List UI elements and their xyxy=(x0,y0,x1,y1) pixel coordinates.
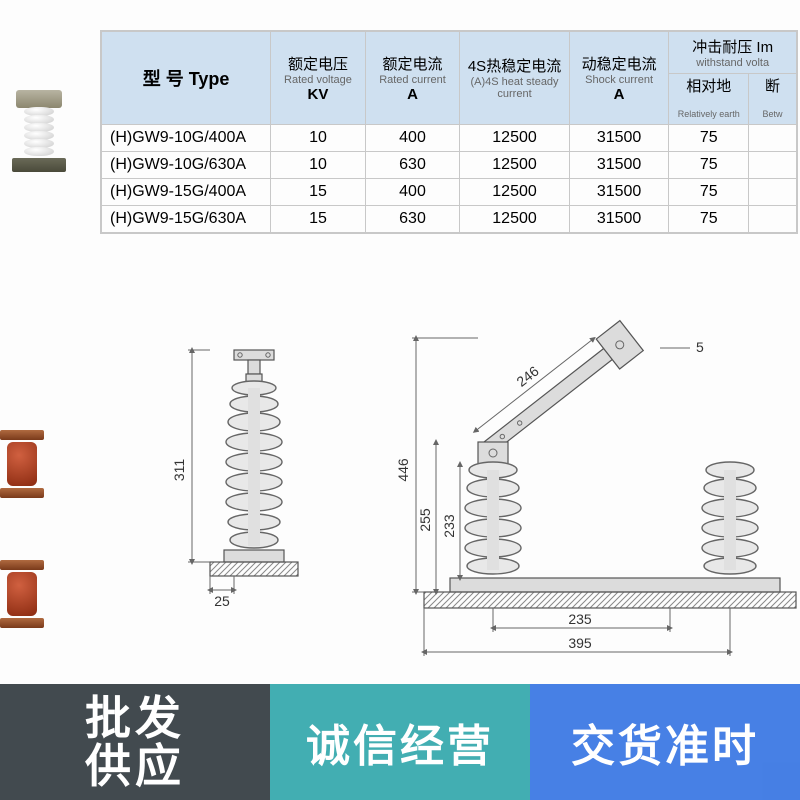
cell-heat: 12500 xyxy=(460,205,570,232)
spec-table-head: 型 号 Type 额定电压 Rated voltage KV 额定电流 Rate… xyxy=(102,32,797,125)
cell-a: 400 xyxy=(365,124,460,151)
cell-heat: 12500 xyxy=(460,151,570,178)
banner-wholesale: 批发 供应 xyxy=(0,684,270,800)
col-shock-cn: 动稳定电流 xyxy=(576,53,663,74)
col-a-unit: A xyxy=(372,86,454,103)
left-product-strip xyxy=(0,0,100,800)
cell-shock: 31500 xyxy=(569,178,669,205)
table-row: (H)GW9-15G/400A15400125003150075 xyxy=(102,178,797,205)
spec-table: 型 号 Type 额定电压 Rated voltage KV 额定电流 Rate… xyxy=(101,31,797,233)
cell-model: (H)GW9-15G/630A xyxy=(102,205,271,232)
cell-a: 400 xyxy=(365,178,460,205)
col-a: 额定电流 Rated current A xyxy=(365,32,460,125)
col-shock-unit: A xyxy=(576,86,663,103)
cell-bw xyxy=(749,124,797,151)
cell-bw xyxy=(749,205,797,232)
col-kv-cn: 额定电压 xyxy=(277,53,359,74)
cell-kv: 15 xyxy=(271,205,366,232)
col-shock: 动稳定电流 Shock current A xyxy=(569,32,669,125)
spec-table-container: 型 号 Type 额定电压 Rated voltage KV 额定电流 Rate… xyxy=(100,30,798,234)
col-impulse-en: withstand volta xyxy=(675,57,790,69)
col-heat: 4S热稳定电流 (A)4S heat steady current xyxy=(460,32,570,125)
drawing-left-insulator: 311 25 xyxy=(171,350,298,609)
col-rel-earth-en: Relatively earth xyxy=(675,109,742,120)
cell-a: 630 xyxy=(365,205,460,232)
table-row: (H)GW9-10G/400A10400125003150075 xyxy=(102,124,797,151)
spec-table-body: (H)GW9-10G/400A10400125003150075(H)GW9-1… xyxy=(102,124,797,232)
drawing-right-assembly: 246 5 xyxy=(395,321,796,656)
banner-honesty: 诚信经营 xyxy=(270,684,530,800)
col-shock-en: Shock current xyxy=(576,74,663,86)
product-photo-clamp-2 xyxy=(0,560,44,628)
dim-right-base-w2: 395 xyxy=(568,635,592,651)
banner-delivery: 交货准时 xyxy=(530,684,800,800)
col-heat-en: (A)4S heat steady current xyxy=(466,76,563,100)
technical-drawing: 311 25 246 5 xyxy=(130,310,798,690)
cell-model: (H)GW9-10G/630A xyxy=(102,151,271,178)
col-kv: 额定电压 Rated voltage KV xyxy=(271,32,366,125)
col-kv-en: Rated voltage xyxy=(277,74,359,86)
col-rel-earth: 相对地 Relatively earth xyxy=(669,74,749,125)
col-impulse-group: 冲击耐压 Im withstand volta xyxy=(669,32,797,74)
cell-re: 75 xyxy=(669,124,749,151)
dim-right-base-w1: 235 xyxy=(568,611,592,627)
cell-model: (H)GW9-15G/400A xyxy=(102,178,271,205)
cell-model: (H)GW9-10G/400A xyxy=(102,124,271,151)
cell-re: 75 xyxy=(669,178,749,205)
col-type-label: 型 号 Type xyxy=(108,65,264,91)
banner-wholesale-text: 批发 供应 xyxy=(85,694,185,791)
cell-heat: 12500 xyxy=(460,124,570,151)
cell-shock: 31500 xyxy=(569,151,669,178)
cell-bw xyxy=(749,151,797,178)
dim-right-arm: 246 xyxy=(513,363,541,390)
cell-kv: 10 xyxy=(271,151,366,178)
col-heat-cn: 4S热稳定电流 xyxy=(466,55,563,76)
col-between: 断 Betw xyxy=(749,74,797,125)
dim-right-arm-small: 5 xyxy=(696,339,704,355)
dim-right-total-h: 446 xyxy=(395,458,411,482)
cell-re: 75 xyxy=(669,151,749,178)
col-type: 型 号 Type xyxy=(102,32,271,125)
cell-kv: 15 xyxy=(271,178,366,205)
col-impulse-cn: 冲击耐压 Im xyxy=(675,36,790,57)
table-row: (H)GW9-10G/630A10630125003150075 xyxy=(102,151,797,178)
col-rel-earth-cn: 相对地 xyxy=(675,78,742,96)
cell-bw xyxy=(749,178,797,205)
cell-kv: 10 xyxy=(271,124,366,151)
dim-left-h: 311 xyxy=(171,459,187,482)
product-photo-insulator-top xyxy=(12,90,66,172)
cell-a: 630 xyxy=(365,151,460,178)
col-kv-unit: KV xyxy=(277,86,359,103)
banner-honesty-text: 诚信经营 xyxy=(306,710,494,774)
dim-left-base-w: 25 xyxy=(214,593,230,609)
banner-delivery-text: 交货准时 xyxy=(571,710,759,774)
cell-shock: 31500 xyxy=(569,124,669,151)
dim-right-insul-h: 255 xyxy=(417,508,433,532)
col-a-cn: 额定电流 xyxy=(372,53,454,74)
product-photo-clamp-1 xyxy=(0,430,44,498)
col-between-cn: 断 xyxy=(755,78,790,96)
cell-shock: 31500 xyxy=(569,205,669,232)
dim-right-insul-h2: 233 xyxy=(441,514,457,538)
col-between-en: Betw xyxy=(755,109,790,120)
cell-heat: 12500 xyxy=(460,178,570,205)
table-row: (H)GW9-15G/630A15630125003150075 xyxy=(102,205,797,232)
col-a-en: Rated current xyxy=(372,74,454,86)
cell-re: 75 xyxy=(669,205,749,232)
